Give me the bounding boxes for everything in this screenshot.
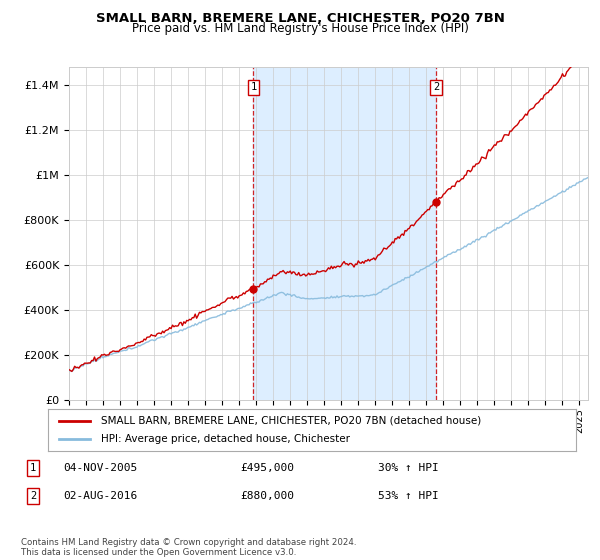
Text: Contains HM Land Registry data © Crown copyright and database right 2024.
This d: Contains HM Land Registry data © Crown c… — [21, 538, 356, 557]
Text: £495,000: £495,000 — [240, 463, 294, 473]
Text: 53% ↑ HPI: 53% ↑ HPI — [378, 491, 439, 501]
Text: 02-AUG-2016: 02-AUG-2016 — [63, 491, 137, 501]
Text: £880,000: £880,000 — [240, 491, 294, 501]
Text: HPI: Average price, detached house, Chichester: HPI: Average price, detached house, Chic… — [101, 434, 350, 444]
Text: Price paid vs. HM Land Registry's House Price Index (HPI): Price paid vs. HM Land Registry's House … — [131, 22, 469, 35]
Text: 1: 1 — [250, 82, 257, 92]
Text: 04-NOV-2005: 04-NOV-2005 — [63, 463, 137, 473]
Text: 1: 1 — [30, 463, 36, 473]
Text: 2: 2 — [433, 82, 439, 92]
Bar — [253, 67, 436, 400]
Text: SMALL BARN, BREMERE LANE, CHICHESTER, PO20 7BN: SMALL BARN, BREMERE LANE, CHICHESTER, PO… — [95, 12, 505, 25]
Text: SMALL BARN, BREMERE LANE, CHICHESTER, PO20 7BN (detached house): SMALL BARN, BREMERE LANE, CHICHESTER, PO… — [101, 416, 481, 426]
Text: 30% ↑ HPI: 30% ↑ HPI — [378, 463, 439, 473]
Text: 2: 2 — [30, 491, 36, 501]
